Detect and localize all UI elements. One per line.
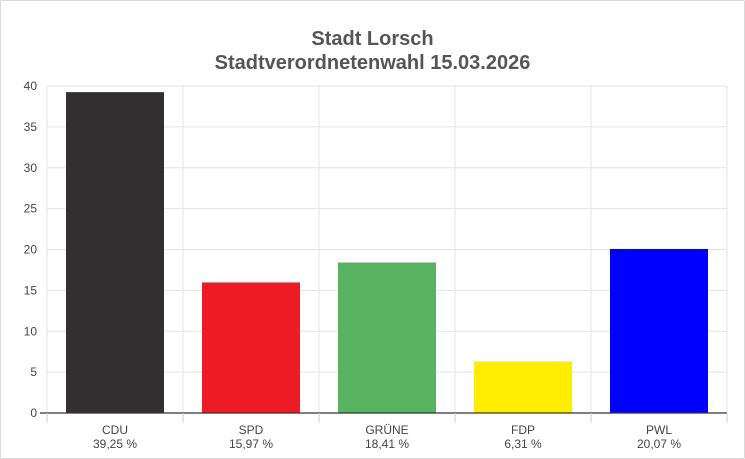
y-tick-label: 30 bbox=[24, 161, 38, 175]
bar-spd bbox=[202, 282, 300, 413]
x-tick-label: FDP bbox=[511, 423, 535, 437]
y-tick-label: 25 bbox=[24, 202, 38, 216]
y-tick-label: 40 bbox=[24, 79, 38, 93]
y-tick-label: 0 bbox=[30, 406, 37, 420]
value-label: 6,31 % bbox=[504, 437, 542, 451]
y-tick-label: 35 bbox=[24, 120, 38, 134]
chart-title: Stadt Lorsch bbox=[311, 28, 434, 50]
bar-cdu bbox=[66, 92, 164, 413]
y-tick-label: 5 bbox=[30, 365, 37, 379]
bar-grüne bbox=[338, 262, 436, 413]
bar-pwl bbox=[610, 248, 708, 413]
x-tick-label: PWL bbox=[646, 423, 672, 437]
y-tick-label: 20 bbox=[24, 243, 38, 257]
value-label: 18,41 % bbox=[365, 437, 409, 451]
chart-subtitle: Stadtverordnetenwahl 15.03.2026 bbox=[214, 52, 531, 74]
x-tick-label: SPD bbox=[239, 423, 264, 437]
y-tick-label: 10 bbox=[24, 324, 38, 338]
value-label: 39,25 % bbox=[93, 437, 137, 451]
x-tick-label: GRÜNE bbox=[365, 423, 408, 437]
value-label: 15,97 % bbox=[229, 437, 273, 451]
y-tick-label: 15 bbox=[24, 283, 38, 297]
x-tick-label: CDU bbox=[102, 423, 128, 437]
bar-fdp bbox=[474, 361, 572, 413]
value-label: 20,07 % bbox=[637, 437, 681, 451]
